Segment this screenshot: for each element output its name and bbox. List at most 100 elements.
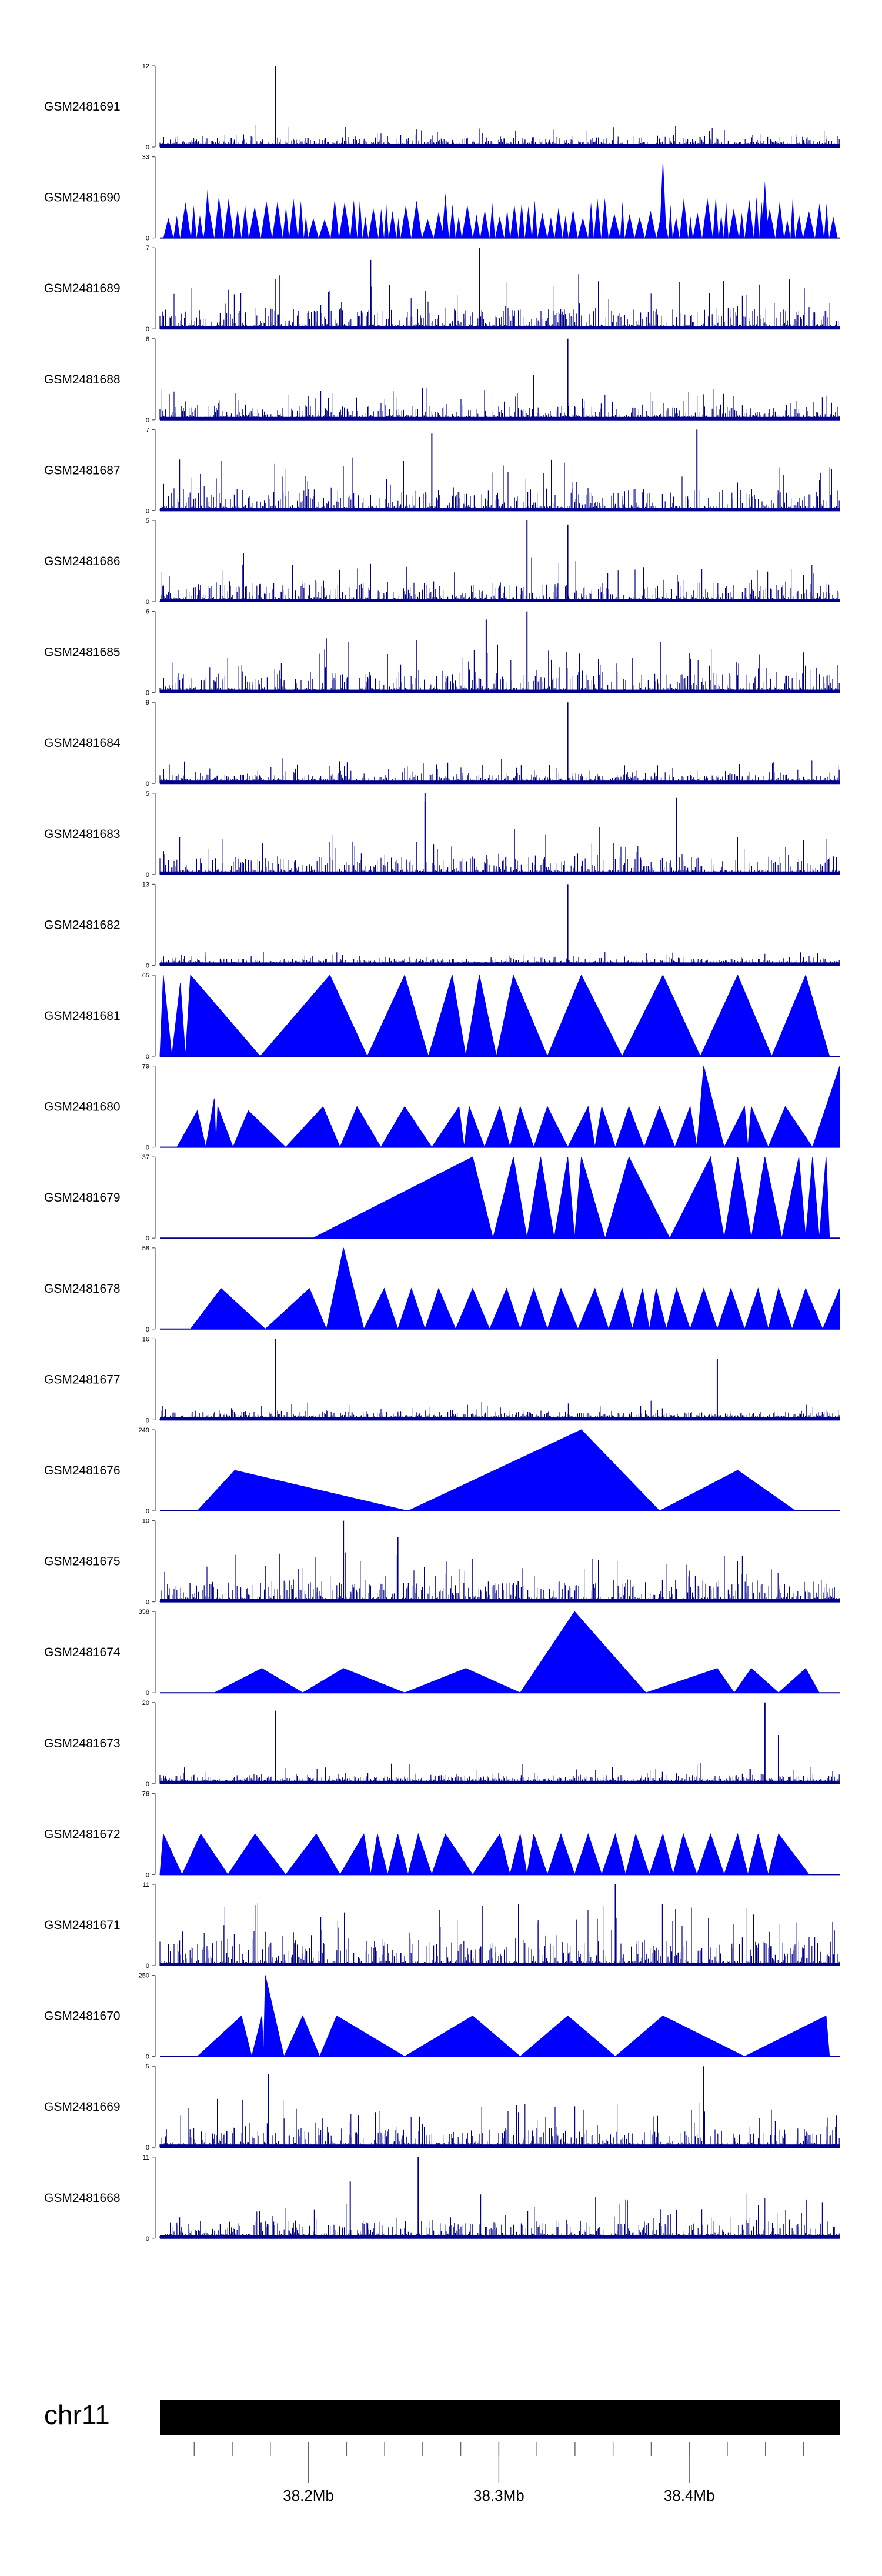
coverage-area <box>159 1833 810 1876</box>
coverage-bars <box>159 2193 840 2238</box>
track-GSM2481669: GSM2481669 5 0 <box>44 2063 840 2151</box>
coverage-bars <box>159 1552 840 1602</box>
track-GSM2481680: GSM2481680 79 0 <box>44 1063 840 1152</box>
track-GSM2481668: GSM2481668 11 0 <box>44 2154 840 2243</box>
y-axis-max-label: 65 <box>142 972 149 979</box>
coverage-base-band <box>160 1417 840 1420</box>
track-GSM2481674: GSM2481674 358 0 <box>44 1609 840 1697</box>
track-GSM2481671: GSM2481671 11 0 <box>44 1881 840 1970</box>
coverage-bars <box>159 758 840 784</box>
coverage-bars <box>159 2098 840 2148</box>
coverage-area <box>159 974 830 1057</box>
y-axis-min-label: 0 <box>146 2144 149 2151</box>
track-label: GSM2481688 <box>44 373 121 386</box>
track-GSM2481691: GSM2481691 12 0 <box>44 63 840 151</box>
coverage-peak <box>761 181 769 238</box>
track-label: GSM2481684 <box>44 736 121 750</box>
track-label: GSM2481680 <box>44 1100 121 1114</box>
coverage-peak <box>659 156 667 238</box>
track-label: GSM2481670 <box>44 2010 121 2023</box>
y-axis-max-label: 12 <box>142 63 149 70</box>
track-GSM2481683: GSM2481683 5 0 <box>44 790 840 879</box>
y-axis-min-label: 0 <box>146 2235 149 2243</box>
coverage-bars <box>159 827 840 875</box>
y-axis-min-label: 0 <box>146 1326 149 1333</box>
track-GSM2481675: GSM2481675 10 0 <box>44 1518 840 1606</box>
coverage-peak <box>203 189 211 238</box>
y-axis-max-label: 10 <box>142 1518 149 1525</box>
track-GSM2481687: GSM2481687 7 0 <box>44 426 840 515</box>
track-label: GSM2481691 <box>44 100 121 114</box>
y-axis-min-label: 0 <box>146 1871 149 1878</box>
coverage-bars <box>159 553 840 602</box>
y-axis-max-label: 358 <box>139 1609 149 1616</box>
y-axis-min-label: 0 <box>146 326 149 333</box>
coverage-base-band <box>160 2144 840 2148</box>
track-label: GSM2481675 <box>44 1555 121 1569</box>
track-GSM2481670: GSM2481670 250 0 <box>44 1973 840 2061</box>
chromosome-ideogram <box>160 2400 840 2435</box>
y-axis-min-label: 0 <box>146 1508 149 1515</box>
coverage-bars <box>159 387 840 420</box>
track-label: GSM2481685 <box>44 646 121 659</box>
y-axis-min-label: 0 <box>146 508 149 515</box>
coverage-area <box>163 195 838 238</box>
y-axis-max-label: 9 <box>146 699 149 706</box>
y-axis-min-label: 0 <box>146 1599 149 1606</box>
coverage-base-band <box>160 416 840 420</box>
track-label: GSM2481678 <box>44 1282 121 1296</box>
track-GSM2481678: GSM2481678 58 0 <box>44 1245 840 1333</box>
y-axis-max-label: 5 <box>146 790 149 798</box>
y-axis-max-label: 37 <box>142 1154 149 1161</box>
track-GSM2481689: GSM2481689 7 0 <box>44 245 840 333</box>
coverage-base-band <box>160 144 840 147</box>
x-tick-label: 38.2Mb <box>283 2487 334 2504</box>
coverage-area <box>196 1975 830 2058</box>
track-GSM2481679: GSM2481679 37 0 <box>44 1154 840 1242</box>
coverage-base-band <box>160 689 840 693</box>
y-axis-max-label: 6 <box>146 609 149 616</box>
track-label: GSM2481679 <box>44 1191 121 1204</box>
track-label: GSM2481682 <box>44 918 121 932</box>
track-label: GSM2481681 <box>44 1009 121 1023</box>
y-axis-min-label: 0 <box>146 1781 149 1788</box>
x-tick-label: 38.3Mb <box>473 2487 524 2504</box>
y-axis-min-label: 0 <box>146 1690 149 1697</box>
track-GSM2481676: GSM2481676 249 0 <box>44 1427 840 1515</box>
coverage-bars <box>159 1903 840 1966</box>
coverage-bars <box>159 274 840 329</box>
track-label: GSM2481674 <box>44 1646 121 1659</box>
y-axis-max-label: 33 <box>142 154 149 161</box>
y-axis-max-label: 5 <box>146 518 149 525</box>
track-GSM2481688: GSM2481688 6 0 <box>44 336 840 424</box>
coverage-base-band <box>160 326 840 329</box>
track-GSM2481677: GSM2481677 16 0 <box>44 1336 840 1424</box>
coverage-area <box>176 1066 840 1149</box>
coverage-base-band <box>160 2235 840 2238</box>
coverage-bars <box>159 125 840 147</box>
coverage-bars <box>159 1763 840 1784</box>
y-axis-min-label: 0 <box>146 417 149 424</box>
coverage-base-band <box>160 1780 840 1784</box>
y-axis-min-label: 0 <box>146 1963 149 1970</box>
x-tick-label: 38.4Mb <box>664 2487 715 2504</box>
y-axis-max-label: 250 <box>139 1973 149 1980</box>
y-axis-max-label: 5 <box>146 2063 149 2070</box>
track-label: GSM2481676 <box>44 1464 121 1477</box>
y-axis-min-label: 0 <box>146 962 149 969</box>
y-axis-max-label: 58 <box>142 1245 149 1252</box>
track-label: GSM2481689 <box>44 282 121 295</box>
track-label: GSM2481690 <box>44 191 121 205</box>
track-GSM2481682: GSM2481682 13 0 <box>44 881 840 969</box>
y-axis-max-label: 20 <box>142 1700 149 1707</box>
track-label: GSM2481672 <box>44 1827 121 1841</box>
y-axis-min-label: 0 <box>146 599 149 606</box>
track-label: GSM2481673 <box>44 1737 121 1750</box>
track-label: GSM2481683 <box>44 827 121 841</box>
track-GSM2481685: GSM2481685 6 0 <box>44 609 840 697</box>
y-axis-min-label: 0 <box>146 1235 149 1242</box>
track-label: GSM2481671 <box>44 1918 121 1932</box>
coverage-bars <box>159 457 840 511</box>
y-axis-min-label: 0 <box>146 872 149 879</box>
